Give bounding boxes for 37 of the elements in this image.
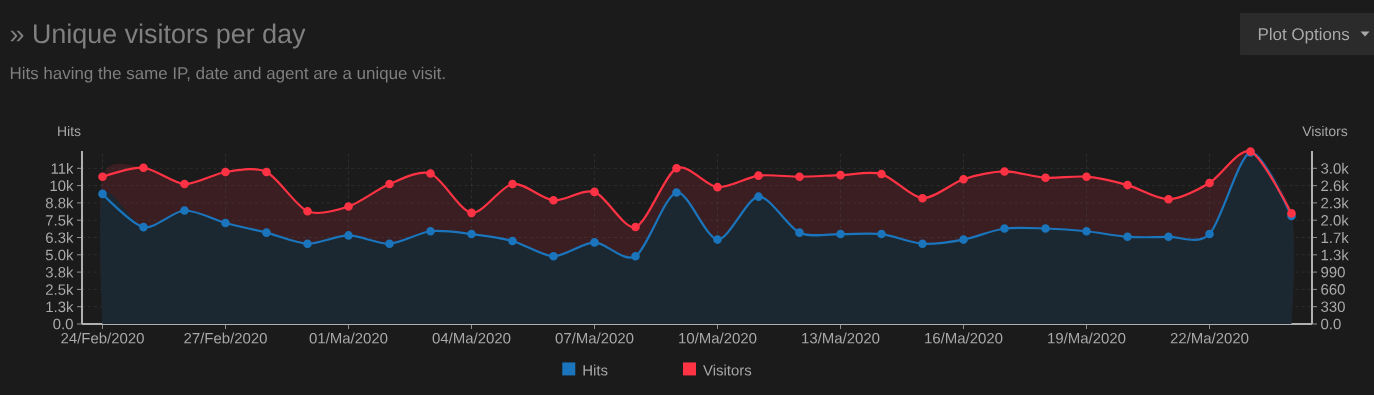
chart-subtitle: Hits having the same IP, date and agent are a unique visit. [10, 66, 445, 83]
x-tick-label: 04/Ma/2020 [432, 332, 511, 344]
y2-tick-label: 330 [1321, 301, 1345, 312]
y-tick-label: 6.3k [46, 232, 74, 243]
x-tick-label: 07/Ma/2020 [555, 332, 634, 344]
y-tick-label: 0.0 [53, 318, 73, 330]
y-tick-label: 2.5k [45, 283, 74, 295]
legend-label: Hits [583, 364, 608, 376]
text: Plot Options [1258, 27, 1350, 44]
x-tick-label: 13/Ma/2020 [802, 332, 880, 344]
y-tick-label: 8.8k [45, 197, 74, 209]
x-tick-label: 01/Ma/2020 [309, 332, 388, 344]
y2-tick-label: 0.0 [1321, 318, 1341, 330]
y-axis-title: Hits [58, 125, 81, 137]
y2-tick-label: 2.0k [1321, 214, 1349, 226]
legend-label: Visitors [703, 364, 752, 376]
chart-title: » Unique visitors per day [10, 23, 306, 49]
y-tick-label: 10k [50, 180, 74, 192]
y-tick-label: 11k [51, 162, 74, 174]
y2-tick-label: 1.7k [1321, 232, 1349, 243]
x-tick-label: 16/Ma/2020 [925, 332, 1003, 344]
y-tick-label: 7.5k [46, 214, 74, 226]
x-tick-label: 24/Feb/2020 [61, 332, 144, 344]
y2-tick-label: 990 [1321, 266, 1345, 278]
x-tick-label: 10/Ma/2020 [679, 332, 757, 344]
x-tick-label: 27/Feb/2020 [184, 332, 267, 344]
x-tick-label: 19/Ma/2020 [1048, 332, 1126, 344]
y-tick-label: 3.8k [45, 266, 74, 278]
y2-tick-label: 2.6k [1321, 180, 1349, 192]
y2-tick-label: 1.3k [1321, 249, 1349, 261]
y2-tick-label: 660 [1321, 284, 1345, 295]
y-tick-label: 5.0k [45, 249, 74, 261]
y2-tick-label: 2.3k [1321, 197, 1349, 209]
y-tick-label: 1.3k [46, 301, 74, 313]
y2-axis-title: Visitors [1302, 125, 1348, 137]
x-tick-label: 22/Ma/2020 [1170, 332, 1249, 344]
y2-tick-label: 3.0k [1321, 162, 1349, 174]
